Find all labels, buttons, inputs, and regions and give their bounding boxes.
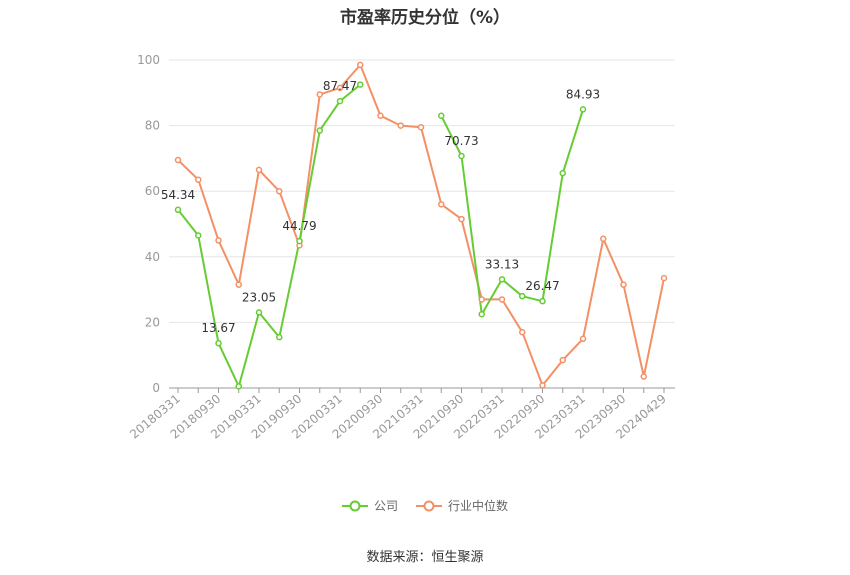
industry-data-point [255,166,263,174]
industry-data-point [519,328,526,336]
company-data-point [438,112,445,120]
chart-title: 市盈率历史分位（%） [339,8,511,28]
company-data-point [539,297,546,305]
data-label: 23.05 [242,290,276,304]
industry-data-point [579,335,587,343]
data-label: 44.79 [282,219,316,233]
y-tick-label: 0 [152,381,160,395]
y-tick-label: 80 [145,119,160,133]
industry-data-point [620,281,627,288]
industry-data-point [438,201,445,208]
legend-item-company[interactable]: 公司 [341,497,398,514]
company-data-point [215,339,222,347]
data-label: 13.67 [201,321,235,335]
industry-data-point [458,215,465,223]
industry-data-point [357,61,364,69]
company-data-point [458,152,465,160]
data-source: 数据来源：恒生聚源 [366,550,484,565]
company-data-point [235,383,242,390]
industry-data-point [417,123,425,131]
data-label: 26.47 [525,279,559,293]
legend-industry-marker [416,500,442,511]
industry-data-point [276,187,283,195]
company-data-point [316,127,323,134]
industry-data-point [660,274,668,282]
company-data-point [336,97,344,105]
industry-data-point [195,176,202,183]
data-label: 87.47 [323,79,357,93]
industry-data-point [336,84,344,92]
industry-data-point [235,281,242,288]
industry-data-point [600,235,607,243]
industry-data-point [377,112,384,120]
company-data-point [498,276,506,283]
y-tick-label: 20 [145,315,160,329]
industry-data-point [478,296,485,303]
industry-data-point [397,122,404,129]
company-data-point [174,206,182,214]
y-tick-label: 40 [145,250,160,264]
company-data-point [478,310,485,318]
data-label: 84.93 [566,87,600,101]
data-label: 33.13 [485,257,519,271]
company-data-point [255,309,263,316]
data-label: 54.34 [161,188,195,202]
data-label: 70.73 [444,134,478,148]
industry-data-point [215,237,222,244]
chart-legend: 公司 行业中位数 [0,497,850,514]
industry-data-point [498,296,506,303]
company-data-point [195,232,202,239]
y-tick-label: 100 [137,53,160,67]
industry-series-line [177,63,665,387]
company-data-point [296,237,303,245]
legend-company-marker [341,500,368,511]
company-data-point [559,169,566,177]
legend-item-industry[interactable]: 行业中位数 [416,497,508,514]
legend-company-label: 公司 [373,499,398,513]
industry-data-point [559,356,566,364]
y-tick-label: 60 [145,184,160,198]
company-data-point [579,106,587,113]
industry-data-point [174,156,182,164]
company-series-line [177,83,584,388]
company-data-point [357,81,364,88]
industry-data-point [316,91,323,98]
industry-data-point [539,382,546,389]
industry-data-point [640,373,647,380]
company-data-point [276,333,283,341]
legend-industry-label: 行业中位数 [448,499,509,513]
company-data-point [519,292,526,300]
